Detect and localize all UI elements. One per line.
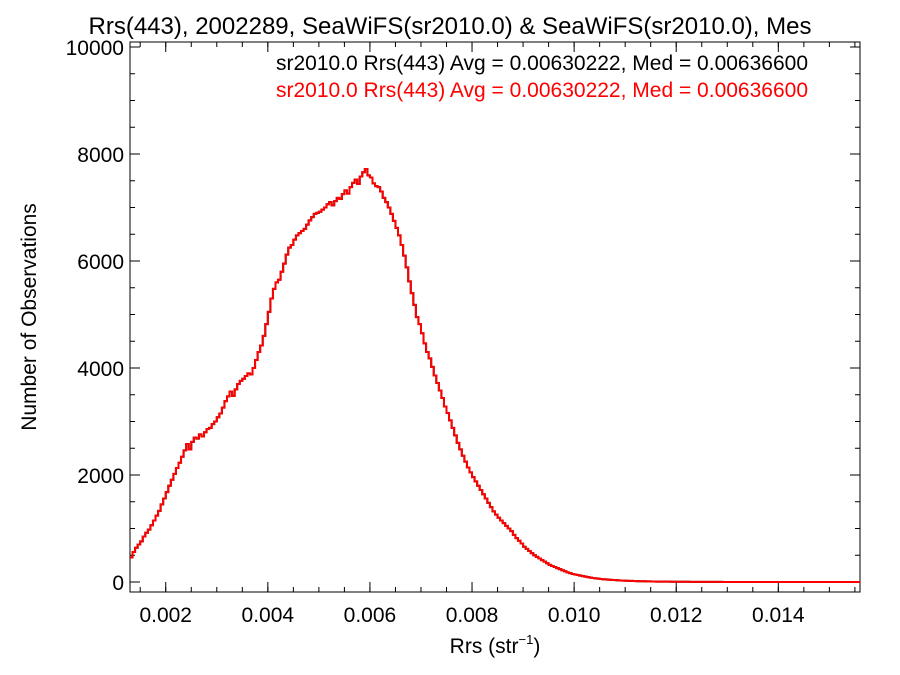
- x-tick-label: 0.014: [752, 604, 805, 627]
- legend-entry-red: sr2010.0 Rrs(443) Avg = 0.00630222, Med …: [276, 79, 808, 102]
- x-tick-label: 0.012: [650, 604, 703, 627]
- x-tick-label: 0.010: [548, 604, 601, 627]
- plot-frame: [129, 41, 861, 593]
- series-line-red: [130, 167, 860, 583]
- legend: sr2010.0 Rrs(443) Avg = 0.00630222, Med …: [276, 52, 808, 102]
- y-tick-label: 10000: [66, 37, 124, 60]
- x-tick-label: 0.008: [446, 604, 499, 627]
- x-axis-label-superscript: −1: [519, 632, 534, 647]
- x-tick-label: 0.006: [344, 604, 397, 627]
- x-tick-label: 0.004: [242, 604, 295, 627]
- y-axis-label: Number of Observations: [18, 203, 41, 431]
- y-tick-label: 4000: [77, 358, 124, 381]
- series-line-black: [130, 167, 860, 583]
- y-axis-ticks: 0 2000 4000 6000 8000 10000: [66, 37, 860, 595]
- series-group: [130, 167, 860, 583]
- x-tick-label: 0.002: [139, 604, 192, 627]
- y-tick-label: 6000: [77, 251, 124, 274]
- chart-title: Rrs(443), 2002289, SeaWiFS(sr2010.0) & S…: [89, 13, 812, 40]
- x-axis-label-main: Rrs (str: [450, 635, 519, 658]
- x-axis-label-close: ): [533, 635, 540, 658]
- x-axis-label: Rrs (str−1): [450, 632, 541, 658]
- y-tick-label: 0: [112, 572, 124, 595]
- legend-entry-black: sr2010.0 Rrs(443) Avg = 0.00630222, Med …: [276, 52, 808, 75]
- x-axis-ticks: 0.002 0.004 0.006 0.008 0.010 0.012 0.014: [139, 42, 856, 627]
- y-tick-label: 8000: [77, 144, 124, 167]
- y-tick-label: 2000: [77, 465, 124, 488]
